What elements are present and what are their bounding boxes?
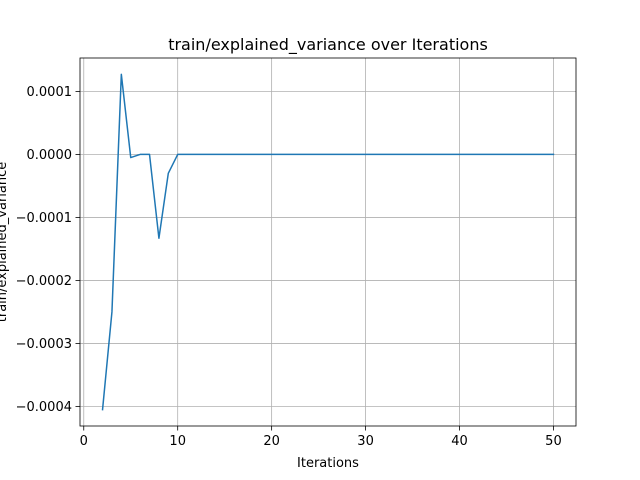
series-line bbox=[101, 73, 555, 411]
y-tick-label: −0.0002 bbox=[16, 274, 72, 289]
y-tick-label: 0.0000 bbox=[27, 148, 73, 163]
y-tick-label: −0.0001 bbox=[16, 211, 72, 226]
x-tick-label: 50 bbox=[545, 434, 562, 449]
chart-title: train/explained_variance over Iterations bbox=[168, 35, 488, 55]
x-tick-label: 30 bbox=[357, 434, 374, 449]
x-tick-label: 40 bbox=[451, 434, 468, 449]
y-tick-label: −0.0004 bbox=[16, 400, 72, 415]
y-tick-label: −0.0003 bbox=[16, 337, 72, 352]
x-tick-label: 10 bbox=[169, 434, 186, 449]
y-tick-label: 0.0001 bbox=[27, 85, 73, 100]
x-axis-label: Iterations bbox=[297, 456, 359, 471]
x-tick-label: 0 bbox=[80, 434, 88, 449]
x-tick-label: 20 bbox=[263, 434, 280, 449]
plot-area: 0 10 20 30 40 50 0.0001 0.0000 −0.0001 −0.0002 −0.… bbox=[16, 57, 577, 449]
axes-frame bbox=[79, 57, 577, 427]
y-axis-label: train/explained_variance bbox=[0, 162, 10, 323]
